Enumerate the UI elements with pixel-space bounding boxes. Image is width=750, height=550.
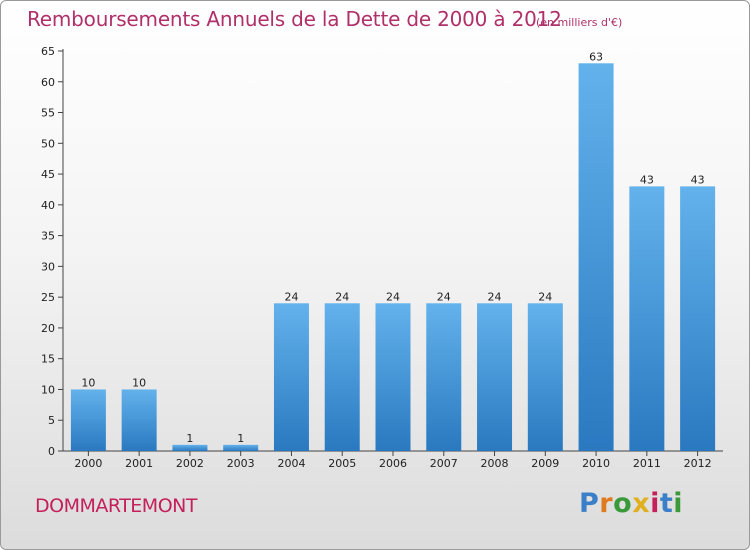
data-label: 24 [437, 290, 451, 303]
data-label: 24 [386, 290, 400, 303]
y-tick-label: 45 [41, 168, 55, 181]
data-label: 1 [186, 432, 193, 445]
x-tick-label: 2011 [633, 457, 661, 470]
logo-letter: t [659, 488, 674, 519]
x-tick-label: 2002 [176, 457, 204, 470]
value-labels: 10 10 1 1 24 24 24 24 24 24 63 43 43 [81, 50, 704, 445]
y-tick-label: 15 [41, 353, 55, 366]
bar-2011 [629, 186, 665, 451]
y-tick-label: 5 [48, 414, 55, 427]
commune-name: DOMMARTEMONT [35, 495, 197, 517]
data-label: 10 [132, 376, 146, 389]
bar-2006 [375, 303, 411, 451]
x-tick-label: 2004 [277, 457, 305, 470]
bar-2004 [273, 303, 309, 451]
y-tick-label: 50 [41, 137, 55, 150]
y-tick-label: 25 [41, 291, 55, 304]
logo-letter: o [613, 488, 633, 519]
x-tick-label: 2008 [481, 457, 509, 470]
proxiti-logo: Proxiti [579, 488, 683, 519]
bar-2000 [70, 389, 106, 451]
bar-2002 [172, 444, 208, 451]
data-label: 24 [538, 290, 552, 303]
x-tick-label: 2003 [227, 457, 255, 470]
data-label: 10 [81, 376, 95, 389]
data-label: 63 [589, 50, 603, 63]
x-tick-label: 2012 [684, 457, 712, 470]
bar-2001 [121, 389, 157, 451]
y-tick-label: 65 [41, 45, 55, 58]
y-tick-label: 55 [41, 107, 55, 120]
data-label: 24 [488, 290, 502, 303]
logo-letter: r [599, 488, 614, 519]
y-tick-label: 30 [41, 260, 55, 273]
x-tick-label: 2005 [328, 457, 356, 470]
data-label: 43 [691, 173, 705, 186]
bar-2007 [426, 303, 462, 451]
data-label: 43 [640, 173, 654, 186]
bar-2003 [223, 444, 259, 451]
bar-2005 [324, 303, 360, 451]
y-tick-label: 35 [41, 230, 55, 243]
axes: 0 5 10 15 20 25 30 35 40 45 50 55 60 65 2000 2001 2002 20… [41, 45, 723, 470]
logo-letter: P [579, 488, 600, 519]
y-tick-label: 60 [41, 76, 55, 89]
data-label: 1 [237, 432, 244, 445]
logo-letter: i [650, 488, 660, 519]
logo-letter: x [632, 488, 651, 519]
x-tick-label: 2001 [125, 457, 153, 470]
x-tick-label: 2006 [379, 457, 407, 470]
bar-2009 [527, 303, 563, 451]
data-label: 24 [335, 290, 349, 303]
chart-title: Remboursements Annuels de la Dette de 20… [27, 7, 562, 31]
y-tick-label: 10 [41, 383, 55, 396]
y-tick-label: 20 [41, 322, 55, 335]
x-tick-label: 2010 [582, 457, 610, 470]
logo-letter: i [673, 488, 684, 519]
x-tick-label: 2009 [531, 457, 559, 470]
x-tick-label: 2007 [430, 457, 458, 470]
y-tick-label: 40 [41, 199, 55, 212]
bars [70, 63, 716, 452]
data-label: 24 [284, 290, 298, 303]
chart-subtitle: (en milliers d'€) [536, 16, 623, 29]
x-tick-label: 2000 [74, 457, 102, 470]
y-tick-label: 0 [48, 445, 55, 458]
bar-2008 [477, 303, 513, 451]
bar-2012 [680, 186, 716, 451]
bar-2010 [578, 63, 614, 452]
